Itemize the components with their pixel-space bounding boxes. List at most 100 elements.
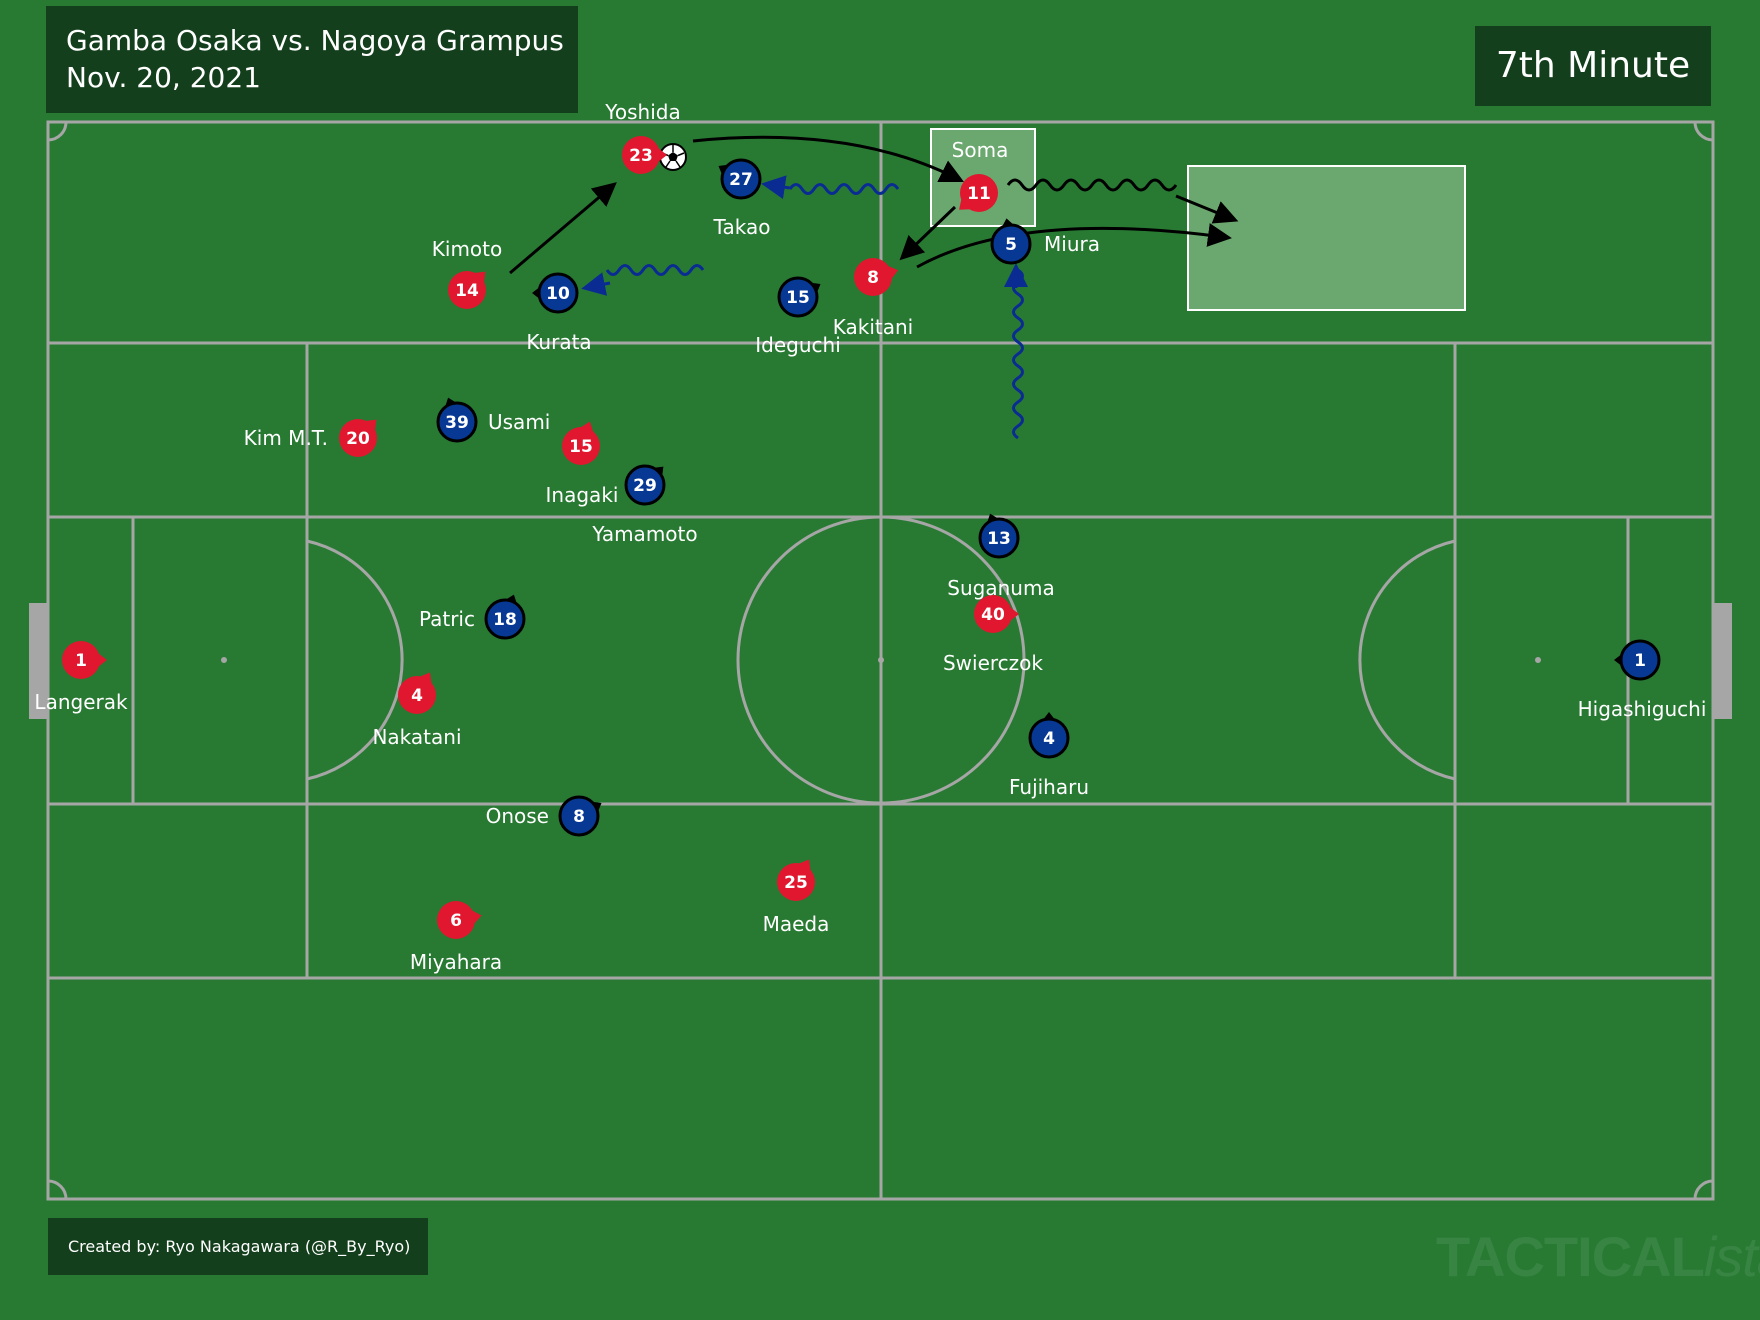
players-layer: 1 Langerak 4 Nakatani 6 Miyahara 25 Maeda 40 Swie… [34,100,1706,974]
center-spot [878,657,884,663]
away-player-27: 27 Takao [713,158,771,239]
home-player-25: 25 Maeda [763,859,830,936]
player-marker [562,427,600,465]
ball-icon [659,143,687,171]
player-number: 8 [867,268,879,288]
home-player-14: 14 Kimoto [432,237,502,309]
match-date: Nov. 20, 2021 [66,61,261,94]
player-marker [777,276,819,318]
home-player-40: 40 Swierczok [943,595,1043,675]
player-name: Takao [713,215,771,239]
home-player-11: 11 [959,174,998,212]
left-goal [29,603,48,719]
player-number: 20 [346,429,370,449]
player-marker [960,174,998,212]
dribble-arrow-soma-head [1175,194,1239,224]
home-player-8: 8 Kakitani [833,258,914,339]
player-marker [537,272,579,314]
movement-arrows [509,135,1239,440]
player-name: Kim M.T. [244,426,328,450]
player-marker [974,595,1012,633]
away-player-1: 1 Higashiguchi [1578,639,1707,721]
player-number: 18 [493,610,517,630]
player-name: Miura [1044,232,1100,256]
player-number: 6 [450,911,462,931]
player-number: 1 [75,651,87,671]
corner-arc-tl [47,121,68,142]
player-name: Nakatani [372,725,461,749]
highlight-zones [930,128,1466,311]
player-name: Suganuma [947,576,1054,600]
home-player-23: 23 Yoshida [604,100,681,174]
player-number: 15 [786,288,810,308]
pass-arrow-yoshida-soma [692,135,965,183]
corner-arc-bl [47,1179,68,1200]
player-marker [436,401,478,443]
player-name: Kakitani [833,315,914,339]
left-penalty-spot [221,657,227,663]
player-number: 40 [981,605,1005,625]
player-name: Miyahara [410,950,502,974]
match-title: Gamba Osaka vs. Nagoya Grampus [66,24,564,57]
player-name: Maeda [763,912,830,936]
player-marker [720,158,762,200]
away-player-18: 18 Patric [419,594,526,640]
right-penalty-spot [1535,657,1541,663]
player-name: Fujiharu [1009,775,1089,799]
press-arrow-miura [1012,268,1024,440]
press-arrow-kurata [605,264,705,276]
player-marker [558,795,600,837]
player-name: Langerak [34,690,128,714]
player-name: Inagaki [546,483,619,507]
player-marker [437,901,475,939]
player-marker [854,258,892,296]
facing-indicator [1010,607,1019,621]
home-player-20: 20 Kim M.T. [244,419,377,457]
center-circle [736,515,1026,805]
left-penalty-arc [306,539,404,781]
player-number: 23 [629,146,653,166]
player-name: Yoshida [604,100,680,124]
dribble-arrow-soma [1006,178,1178,192]
player-name: Higashiguchi [1578,697,1707,721]
away-player-10: 10 Kurata [526,272,592,354]
match-title-panel: Gamba Osaka vs. Nagoya Grampus Nov. 20, … [46,6,578,113]
facing-indicator [658,148,667,162]
player-number: 5 [1005,235,1017,255]
player-name: Swierczok [943,651,1043,675]
pass-arrow-kimoto [509,182,617,275]
player-marker [448,271,486,309]
player-number: 10 [546,284,570,304]
player-number: 4 [1043,729,1055,749]
player-number: 14 [455,281,479,301]
away-player-15: 15 Ideguchi [755,276,841,357]
away-player-39: 39 Usami [436,397,550,443]
player-marker [622,136,660,174]
player-number: 4 [411,686,423,706]
home-player-4: 4 Nakatani [372,672,462,749]
player-name: Onose [486,804,549,828]
player-marker [339,419,377,457]
player-name: Kurata [526,330,591,354]
player-marker [777,863,815,901]
player-marker [1619,639,1661,681]
watermark-main: TACTICAL [1436,1225,1705,1288]
player-name: Patric [419,607,475,631]
player-number: 25 [784,873,808,893]
right-goal [1713,603,1732,719]
player-number: 27 [729,170,753,190]
player-name: Kimoto [432,237,502,261]
home-player-6: 6 Miyahara [410,901,502,974]
player-marker [62,641,100,679]
player-number: 39 [445,413,469,433]
corner-arc-tr [1693,121,1714,142]
player-number: 8 [573,807,585,827]
away-player-4: 4 Fujiharu [1009,712,1089,799]
soma-zone-label: Soma [952,138,1009,162]
player-marker [484,598,526,640]
away-player-8: 8 Onose [486,795,602,837]
player-marker [978,517,1020,559]
player-number: 13 [987,529,1011,549]
press-arrow-takao [788,183,900,195]
